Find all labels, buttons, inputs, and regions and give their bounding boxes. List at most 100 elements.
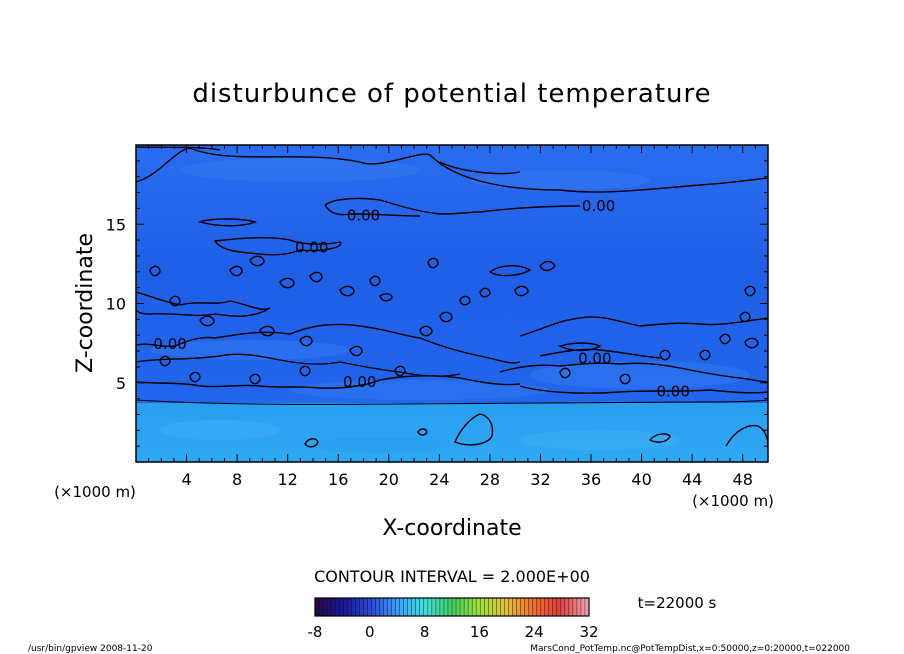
- contour-label: 0.00: [153, 335, 186, 353]
- x-tick-label: 20: [379, 470, 399, 489]
- colorbar-cell: [468, 598, 473, 616]
- colorbar-cell: [556, 598, 562, 616]
- x-axis-title: X-coordinate: [382, 516, 521, 541]
- colorbar-cell: [371, 598, 376, 616]
- contour-label: 0.00: [582, 197, 615, 215]
- colorbar-tick-label: 24: [525, 623, 544, 641]
- x-tick-label: 44: [682, 470, 702, 489]
- contour-label: 0.00: [578, 349, 611, 367]
- colorbar-tick-label: -8: [308, 623, 323, 641]
- contour-label: 0.00: [295, 238, 328, 256]
- colorbar-cell: [379, 598, 384, 616]
- y-tick-label: 15: [106, 215, 126, 234]
- x-tick-label: 32: [530, 470, 550, 489]
- colorbar-cell: [367, 598, 372, 616]
- colorbar-cell: [383, 598, 388, 616]
- colorbar-cell: [572, 598, 578, 616]
- x-unit-right: (×1000 m): [692, 492, 774, 510]
- colorbar-frame: [314, 597, 590, 617]
- shade-patches: [150, 158, 750, 453]
- colorbar-tick-label: 0: [365, 623, 375, 641]
- colorbar-cell: [452, 598, 457, 616]
- colorbar-cell: [456, 598, 461, 616]
- colorbar-cell: [548, 598, 554, 616]
- colorbar-cell: [460, 598, 465, 616]
- colorbar-ticks: -8 0 8 16 24 32: [308, 623, 599, 641]
- y-axis: 5 10 15: [106, 160, 768, 447]
- contour-label: 0.00: [656, 383, 689, 401]
- colorbar-cell: [359, 598, 364, 616]
- colorbar-cell: [411, 598, 417, 616]
- colorbar-cell: [355, 598, 360, 616]
- contour-lines: [136, 146, 768, 448]
- x-tick-label: 40: [631, 470, 651, 489]
- colorbar-cell: [323, 598, 328, 616]
- y-tick-label: 10: [106, 295, 126, 314]
- colorbar-cell: [488, 598, 493, 616]
- colorbar-cell: [351, 598, 356, 616]
- contour-interval-label: CONTOUR INTERVAL = 2.000E+00: [314, 567, 590, 586]
- colorbar-cell: [431, 598, 437, 616]
- colorbar-cell: [415, 598, 421, 616]
- colorbar-cell: [427, 598, 433, 616]
- time-label: t=22000 s: [638, 594, 717, 612]
- colorbar-cell: [315, 598, 320, 616]
- colorbar-cell: [580, 598, 586, 616]
- colorbar-cell: [395, 598, 400, 616]
- colorbar-cell: [339, 598, 344, 616]
- colorbar-cell: [560, 598, 566, 616]
- colorbar-cell: [564, 598, 570, 616]
- colorbar-cell: [363, 598, 368, 616]
- contour-labels: 0.00 0.00 0.00 0.00 0.00 0.00 0.00: [153, 197, 689, 400]
- colorbar-cell: [347, 598, 352, 616]
- contour-label: 0.00: [343, 373, 376, 391]
- colorbar-cell: [512, 598, 517, 616]
- colorbar-cell: [480, 598, 485, 616]
- x-tick-label: 12: [278, 470, 298, 489]
- colorbar-cell: [375, 598, 380, 616]
- colorbar-cell: [524, 598, 529, 616]
- colorbar-cell: [327, 598, 332, 616]
- colorbar-cell: [508, 598, 513, 616]
- colorbar-cell: [464, 598, 469, 616]
- footer-left: /usr/bin/gpview 2008-11-20: [28, 644, 153, 654]
- colorbar-cell: [319, 598, 324, 616]
- colorbar-cell: [391, 598, 396, 616]
- colorbar-cell: [331, 598, 336, 616]
- colorbar-tick-label: 8: [420, 623, 430, 641]
- colorbar-cell: [419, 598, 425, 616]
- colorbar-cell: [403, 598, 408, 616]
- x-tick-label: 36: [581, 470, 601, 489]
- colorbar-cell: [387, 598, 392, 616]
- x-unit-left: (×1000 m): [54, 483, 136, 501]
- colorbar-cell: [540, 598, 545, 616]
- colorbar-cell: [520, 598, 525, 616]
- x-axis: 4 8 12 16 20 24 28 32 36 40 44 48: [148, 145, 756, 489]
- y-tick-label: 5: [116, 374, 126, 393]
- colorbar-cell: [500, 598, 505, 616]
- colorbar-cell: [472, 598, 477, 616]
- x-tick-label: 8: [232, 470, 242, 489]
- x-tick-label: 24: [429, 470, 449, 489]
- colorbar-cell: [447, 598, 453, 616]
- colorbar-cell: [435, 598, 441, 616]
- colorbar-cell: [399, 598, 404, 616]
- x-tick-label: 28: [480, 470, 500, 489]
- colorbar-cell: [484, 598, 489, 616]
- colorbar-cell: [576, 598, 582, 616]
- colorbar-cell: [584, 598, 590, 616]
- colorbar-cell: [343, 598, 348, 616]
- footer-right: MarsCond_PotTemp.nc@PotTempDist,x=0:5000…: [530, 644, 850, 654]
- contour-label: 0.00: [347, 207, 380, 225]
- colorbar-cell: [536, 598, 541, 616]
- colorbar-cell: [476, 598, 481, 616]
- colorbar-tick-label: 32: [579, 623, 598, 641]
- colorbar-tick-label: 16: [470, 623, 489, 641]
- colorbar-cell: [516, 598, 521, 616]
- colorbar-cell: [407, 598, 413, 616]
- colorbar-cell: [439, 598, 445, 616]
- colorbar-cell: [568, 598, 574, 616]
- x-tick-label: 48: [733, 470, 753, 489]
- colorbar-cell: [443, 598, 449, 616]
